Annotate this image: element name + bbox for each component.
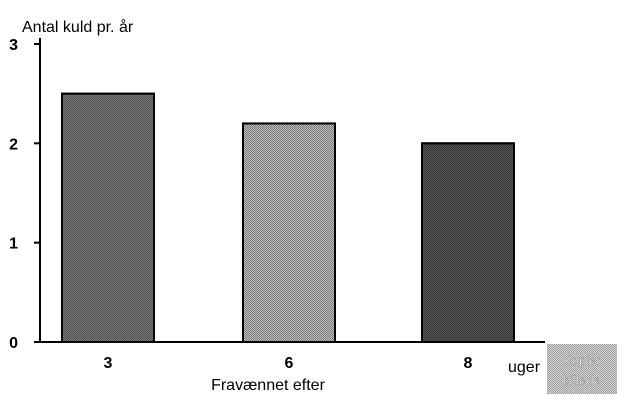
y-tick-label: 2 — [9, 136, 18, 153]
bar-6 — [242, 122, 336, 344]
x-tick-label: 8 — [464, 355, 473, 372]
x-axis-ticks: 3 6 8 — [104, 355, 473, 372]
svg-text:Kopier: Kopier — [563, 353, 601, 368]
y-tick-label: 3 — [9, 37, 18, 54]
y-tick-label: 1 — [9, 236, 18, 253]
x-axis-label: Fravænnet efter — [211, 377, 326, 394]
bar-8 — [421, 142, 515, 343]
x-tick-label: 3 — [104, 355, 113, 372]
x-tick-label: 6 — [285, 355, 294, 372]
y-axis-label: Antal kuld pr. år — [22, 18, 134, 36]
copy-image-stamp[interactable]: Kopier billede — [547, 344, 617, 394]
x-axis-unit: uger — [508, 359, 541, 376]
bar-3 — [61, 92, 155, 343]
y-axis-ticks: 0 1 2 3 — [9, 37, 40, 352]
bars — [61, 92, 515, 344]
y-tick-label: 0 — [9, 335, 18, 352]
svg-text:billede: billede — [563, 373, 601, 388]
